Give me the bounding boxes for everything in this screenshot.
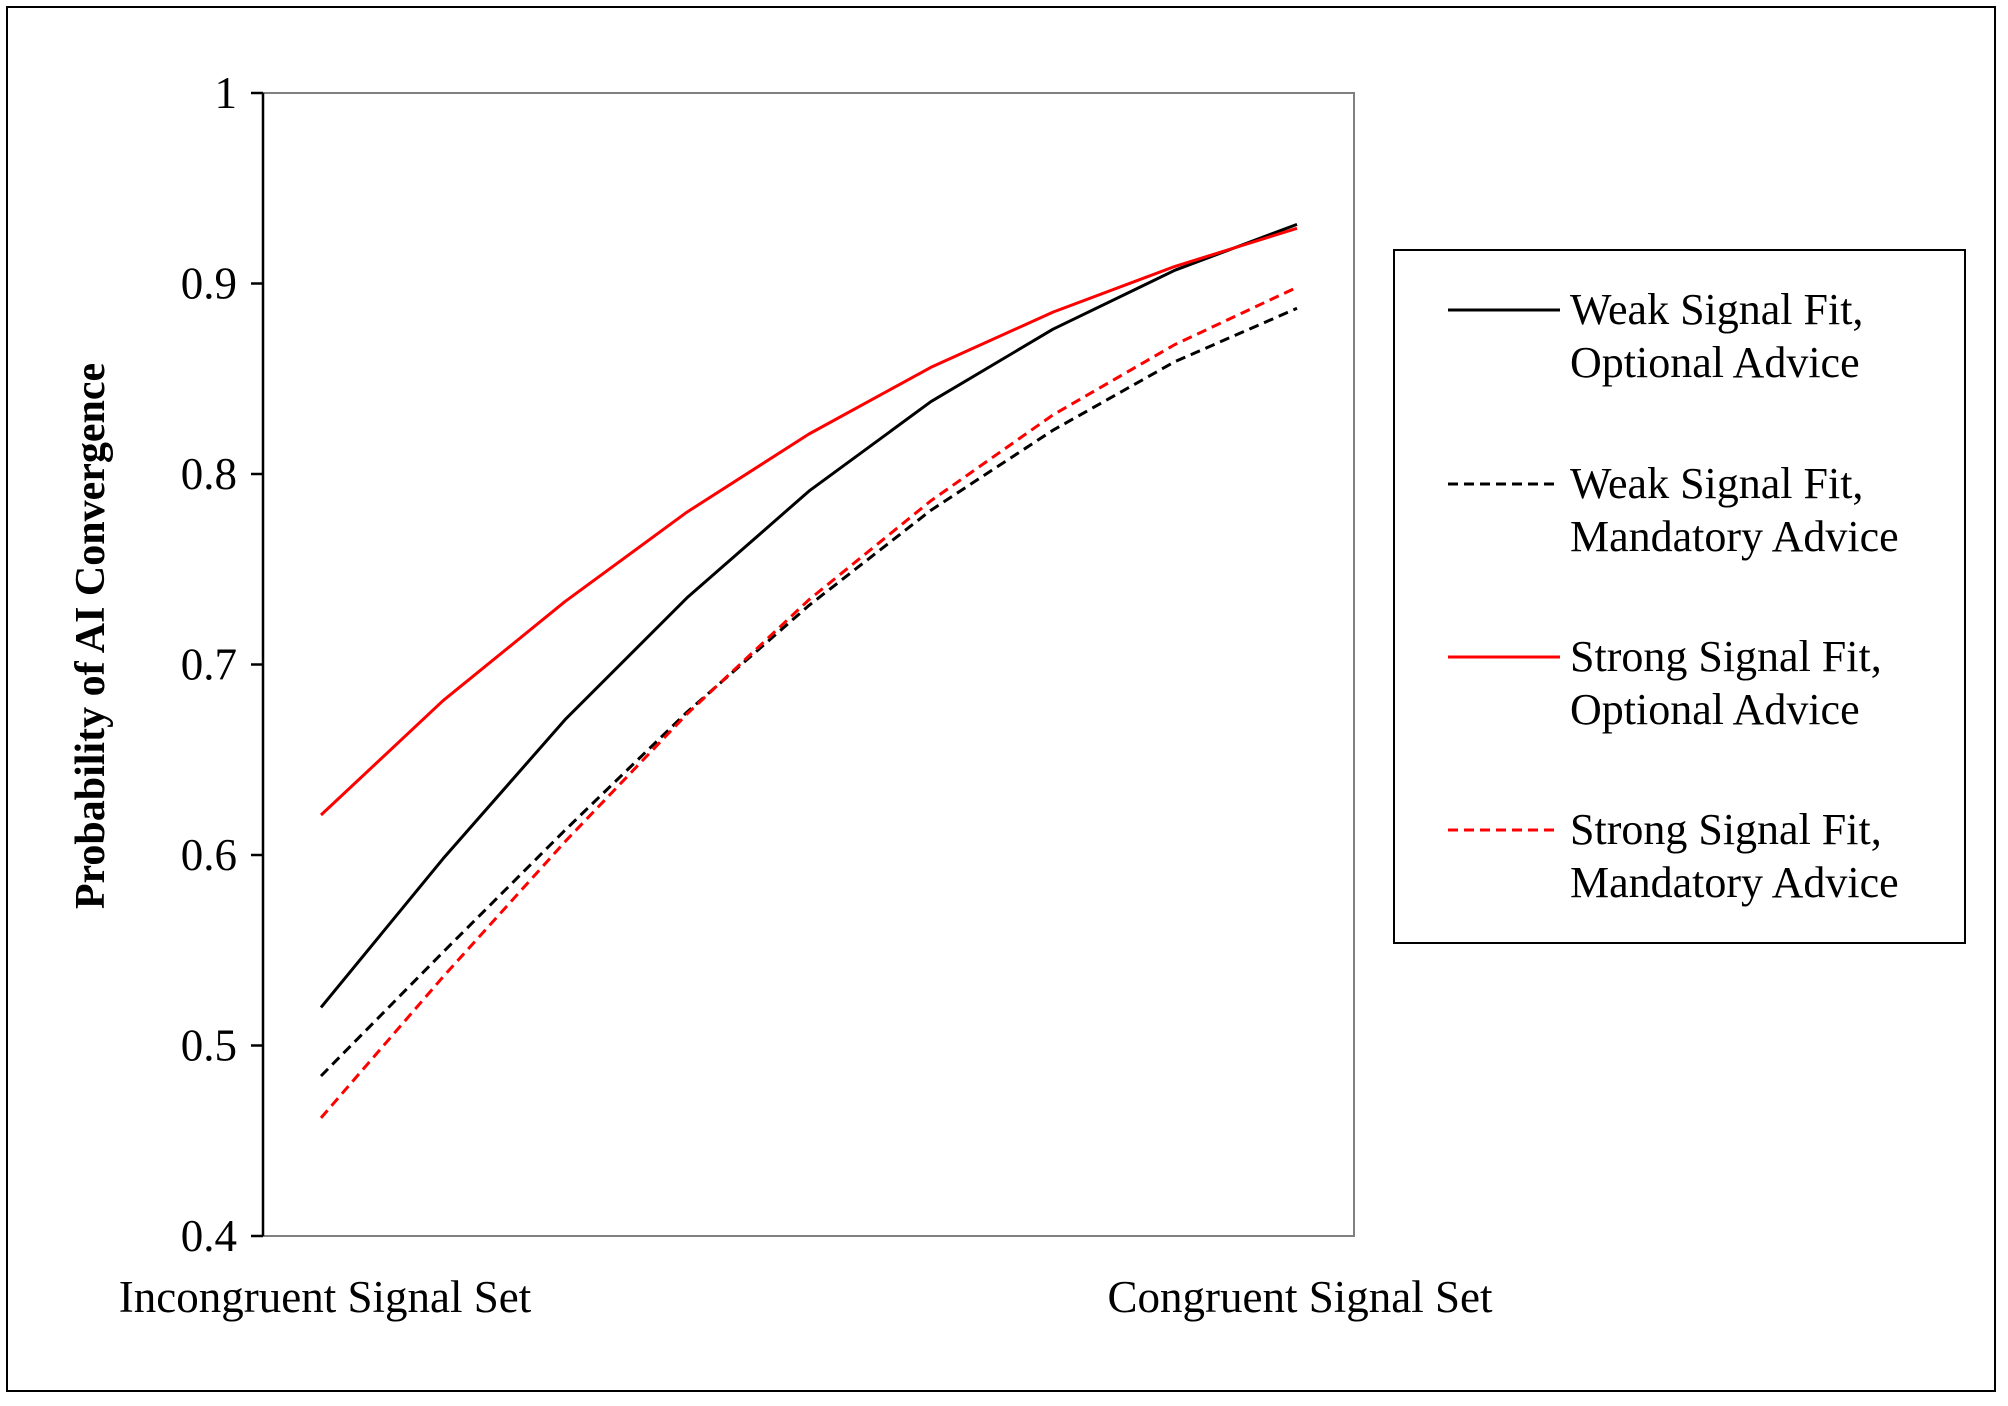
legend-label-4-line-2: Mandatory Advice xyxy=(1570,858,1899,907)
series-line-3 xyxy=(319,226,1298,817)
series-group xyxy=(319,222,1298,1119)
y-axis-title: Probability of AI Convergence xyxy=(68,363,114,909)
x-tick-label-incongruent: Incongruent Signal Set xyxy=(119,1272,532,1322)
y-tick-label: 0.5 xyxy=(181,1021,237,1071)
series-line-1 xyxy=(319,222,1298,1009)
y-tick-label: 0.9 xyxy=(181,259,237,309)
y-tick-label: 1 xyxy=(215,68,238,118)
y-tick-label: 0.4 xyxy=(181,1211,237,1261)
legend-label-2-line-1: Weak Signal Fit, xyxy=(1570,459,1863,508)
legend-box xyxy=(1393,249,1966,944)
legend-label-2-line-2: Mandatory Advice xyxy=(1570,512,1899,561)
series-line-2 xyxy=(319,306,1298,1078)
legend-label-3-line-1: Strong Signal Fit, xyxy=(1570,632,1882,681)
x-tick-label-congruent: Congruent Signal Set xyxy=(1108,1272,1493,1322)
y-tick-label: 0.8 xyxy=(181,449,237,499)
y-ticks: 0.4 0.5 0.6 0.7 0.8 0.9 1 xyxy=(181,68,263,1261)
legend-label-1-line-2: Optional Advice xyxy=(1570,338,1860,387)
legend-label-3-line-2: Optional Advice xyxy=(1570,685,1860,734)
series-line-4 xyxy=(319,285,1298,1119)
legend-label-1-line-1: Weak Signal Fit, xyxy=(1570,285,1863,334)
y-tick-label: 0.6 xyxy=(181,830,237,880)
y-tick-label: 0.7 xyxy=(181,640,237,690)
legend-label-4-line-1: Strong Signal Fit, xyxy=(1570,805,1882,854)
